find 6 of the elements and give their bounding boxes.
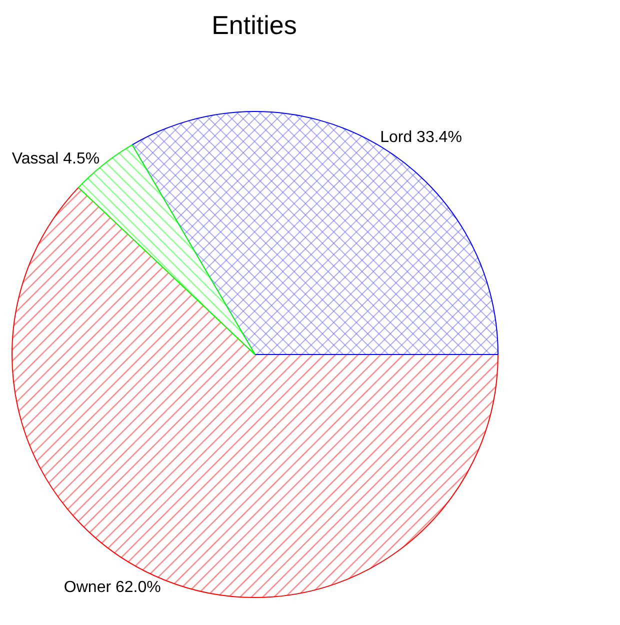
slice-label: Owner 62.0% xyxy=(64,579,161,596)
slice-label: Vassal 4.5% xyxy=(12,150,100,168)
pie-slice xyxy=(132,111,498,355)
pie-slice xyxy=(12,186,498,598)
chart-title: Entities xyxy=(212,10,297,40)
slice-label: Lord 33.4% xyxy=(380,128,462,146)
